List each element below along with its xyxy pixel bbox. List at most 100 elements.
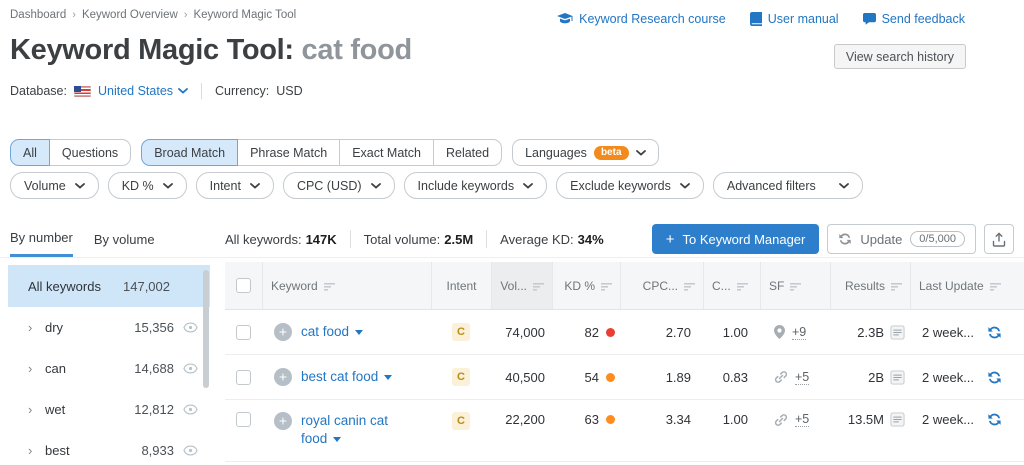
database-label: Database:: [10, 84, 67, 98]
serp-snapshot-icon[interactable]: [890, 369, 905, 385]
last-update-value: 2 week...: [922, 324, 975, 340]
breadcrumb-separator: ›: [72, 9, 76, 21]
include-keywords-dropdown[interactable]: Include keywords: [403, 172, 548, 199]
tab-broad-match[interactable]: Broad Match: [141, 139, 239, 166]
chevron-down-icon: [635, 149, 646, 156]
serp-features-link[interactable]: +9: [792, 324, 807, 340]
keywords-table: Keyword Intent Vol... KD % CPC... C... S…: [225, 262, 1024, 462]
eye-icon[interactable]: [183, 322, 198, 333]
sort-icon: [533, 282, 544, 291]
tab-group-match-types: Broad Match Phrase Match Exact Match Rel…: [141, 139, 503, 166]
to-keyword-manager-button[interactable]: To Keyword Manager: [651, 224, 820, 254]
eye-icon[interactable]: [183, 445, 198, 456]
tab-phrase-match[interactable]: Phrase Match: [237, 139, 341, 166]
column-header-volume[interactable]: Vol...: [491, 262, 552, 309]
keyword-link[interactable]: cat food: [301, 323, 364, 341]
last-update-value: 2 week...: [922, 412, 975, 427]
tab-all[interactable]: All: [10, 139, 50, 166]
column-header-last-update[interactable]: Last Update: [910, 262, 1024, 309]
row-checkbox[interactable]: [236, 369, 251, 385]
add-keyword-icon[interactable]: [274, 323, 292, 341]
stat-average-kd: Average KD: 34%: [500, 231, 604, 247]
speech-bubble-icon: [862, 13, 876, 25]
refresh-icon[interactable]: [987, 325, 1002, 340]
page-title: Keyword Magic Tool: cat food: [10, 34, 412, 66]
link-icon: [774, 413, 788, 427]
select-all-checkbox[interactable]: [236, 278, 251, 293]
header-select-all[interactable]: [225, 262, 262, 309]
row-checkbox[interactable]: [236, 324, 251, 340]
column-header-kd[interactable]: KD %: [552, 262, 620, 309]
user-manual-link[interactable]: User manual: [749, 12, 839, 26]
update-quota-badge: 0/5,000: [910, 231, 965, 247]
update-button[interactable]: Update 0/5,000: [827, 224, 976, 254]
column-header-sf[interactable]: SF: [760, 262, 830, 309]
advanced-filters-dropdown[interactable]: Advanced filters: [712, 172, 863, 199]
serp-snapshot-icon[interactable]: [890, 412, 905, 427]
competition-value: 0.83: [722, 369, 748, 385]
tab-by-volume[interactable]: By volume: [93, 231, 155, 247]
serp-features-link[interactable]: +5: [795, 369, 810, 385]
sidebar-scrollbar[interactable]: [203, 270, 209, 388]
chevron-down-icon: [679, 182, 690, 189]
sidebar-item-can[interactable]: can 14,688: [8, 348, 210, 389]
column-header-results[interactable]: Results: [830, 262, 910, 309]
column-header-cpc[interactable]: CPC...: [620, 262, 703, 309]
breadcrumb-dashboard[interactable]: Dashboard: [10, 9, 67, 21]
eye-icon[interactable]: [183, 404, 198, 415]
kd-filter-dropdown[interactable]: KD %: [107, 172, 187, 199]
exclude-keywords-dropdown[interactable]: Exclude keywords: [556, 172, 704, 199]
serp-snapshot-icon[interactable]: [890, 324, 905, 340]
match-type-tabs: All Questions Broad Match Phrase Match E…: [10, 139, 659, 166]
send-feedback-link[interactable]: Send feedback: [862, 12, 965, 26]
dropdown-arrow-icon: [355, 330, 364, 335]
volume-filter-dropdown[interactable]: Volume: [10, 172, 99, 199]
column-header-keyword[interactable]: Keyword: [262, 262, 431, 309]
tab-by-number[interactable]: By number: [10, 230, 73, 257]
link-icon: [774, 370, 788, 384]
database-selector[interactable]: United States: [98, 84, 188, 98]
refresh-icon[interactable]: [987, 412, 1002, 427]
graduation-cap-icon: [557, 13, 573, 25]
sidebar-item-best[interactable]: best 8,933: [8, 430, 210, 465]
intent-badge-commercial: C: [452, 323, 470, 341]
sort-icon: [736, 282, 748, 291]
add-keyword-icon[interactable]: [274, 368, 292, 386]
column-header-com[interactable]: C...: [703, 262, 760, 309]
breadcrumb-current: Keyword Magic Tool: [193, 9, 297, 21]
table-toolbar: By number By volume All keywords: 147K To…: [10, 222, 1014, 257]
chevron-down-icon: [162, 182, 173, 189]
serp-features-link[interactable]: +5: [795, 412, 810, 427]
languages-dropdown[interactable]: Languages beta: [512, 139, 659, 166]
view-search-history-button[interactable]: View search history: [833, 44, 966, 69]
keyword-research-course-link[interactable]: Keyword Research course: [557, 12, 726, 26]
sidebar-item-dry[interactable]: dry 15,356: [8, 307, 210, 348]
breadcrumb: Dashboard › Keyword Overview › Keyword M…: [10, 9, 296, 21]
expand-chevron-icon: [28, 402, 45, 417]
keyword-link[interactable]: royal canin cat food: [301, 413, 389, 446]
header-links: Keyword Research course User manual Send…: [557, 12, 965, 26]
sort-icon: [989, 282, 1001, 291]
refresh-icon[interactable]: [987, 370, 1002, 385]
sidebar-item-wet[interactable]: wet 12,812: [8, 389, 210, 430]
intent-filter-dropdown[interactable]: Intent: [195, 172, 274, 199]
tab-questions[interactable]: Questions: [48, 139, 132, 166]
chevron-down-icon: [523, 182, 534, 189]
dropdown-arrow-icon: [333, 437, 342, 442]
chevron-down-icon: [178, 88, 188, 94]
add-keyword-icon[interactable]: [274, 412, 292, 430]
tab-related[interactable]: Related: [432, 139, 503, 166]
row-checkbox[interactable]: [236, 412, 251, 427]
breadcrumb-keyword-overview[interactable]: Keyword Overview: [81, 9, 178, 21]
eye-icon[interactable]: [183, 363, 198, 374]
export-button[interactable]: [984, 224, 1014, 254]
filters-row: Volume KD % Intent CPC (USD) Include key…: [10, 172, 863, 199]
chevron-down-icon: [74, 182, 85, 189]
results-value: 2B: [868, 369, 884, 385]
tab-group-all-questions: All Questions: [10, 139, 132, 166]
sidebar-item-all-keywords[interactable]: All keywords 147,002: [8, 265, 210, 307]
chevron-down-icon: [838, 182, 849, 189]
cpc-filter-dropdown[interactable]: CPC (USD): [282, 172, 395, 199]
keyword-link[interactable]: best cat food: [301, 368, 393, 386]
tab-exact-match[interactable]: Exact Match: [339, 139, 434, 166]
